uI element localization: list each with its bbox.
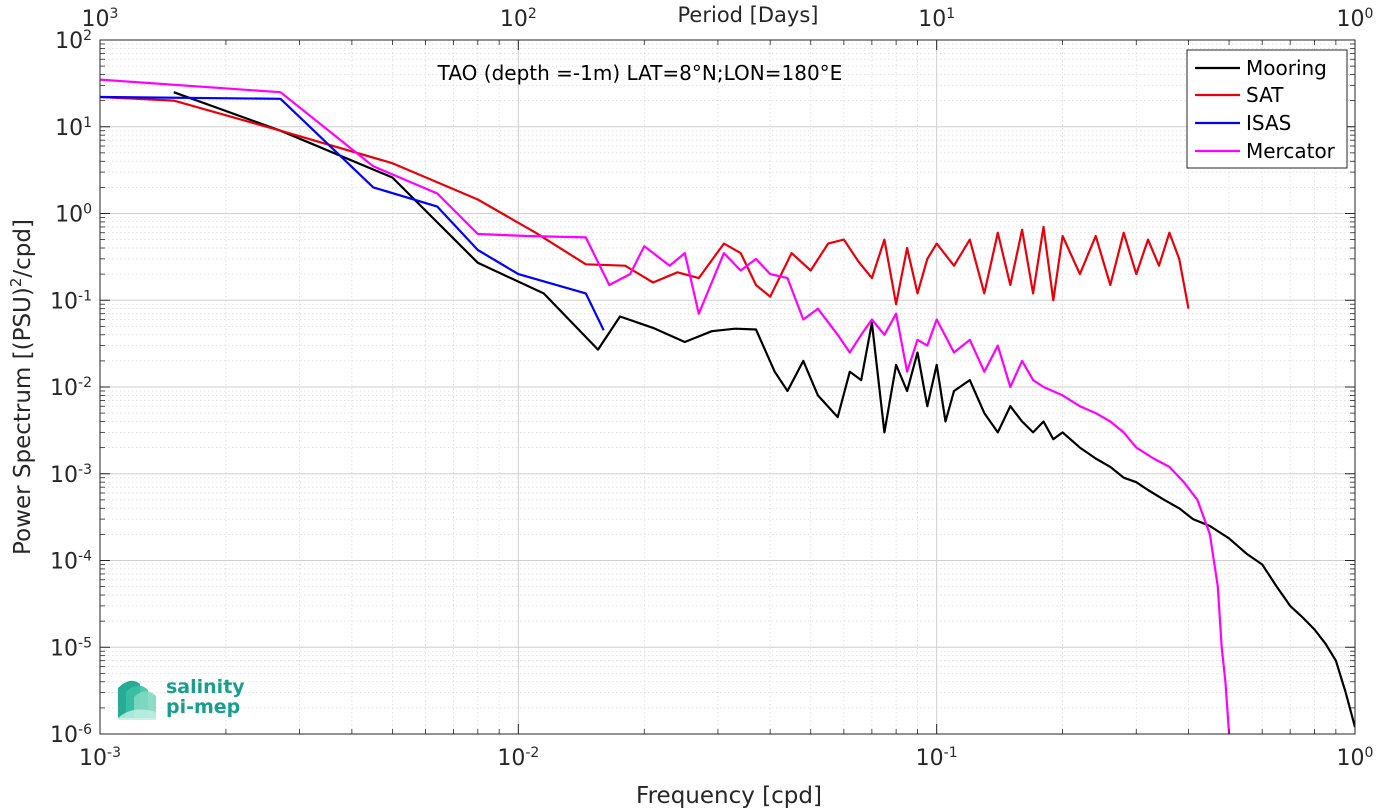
x2-tick-labels: 103 102 101 100 [82, 6, 1374, 32]
minor-grid [100, 40, 1355, 734]
x2-tick-label: 102 [500, 6, 537, 32]
legend-label-sat: SAT [1246, 83, 1284, 107]
y-tick-label: 101 [55, 115, 92, 141]
series-layer [100, 78, 1355, 734]
x-tick-label: 100 [1337, 745, 1374, 771]
x2-tick-label: 103 [82, 6, 119, 32]
legend-label-isas: ISAS [1246, 111, 1291, 135]
series-line-mooring [173, 91, 1355, 728]
y-tick-label: 10-1 [50, 288, 92, 314]
legend-label-mooring: Mooring [1246, 56, 1327, 80]
y-tick-label: 10-2 [50, 375, 92, 401]
x2-tick-label: 101 [918, 6, 955, 32]
logo-line-1: salinity [166, 676, 245, 698]
salinity-pimep-logo: salinity pi-mep [118, 676, 245, 720]
legend: Mooring SAT ISAS Mercator [1186, 49, 1348, 169]
y-tick-label: 10-4 [50, 549, 92, 575]
x-axis-label: Frequency [cpd] [636, 783, 822, 809]
series-line-mercator [100, 78, 1231, 734]
y-tick-label: 10-5 [50, 635, 92, 661]
x-tick-label: 10-3 [79, 745, 121, 771]
wave-logo-icon [118, 680, 156, 720]
tick-marks [99, 39, 1356, 735]
y-tick-labels: 102 101 100 10-1 10-2 10-3 10-4 10-5 10-6 [50, 28, 92, 748]
y-axis-label: Power Spectrum [(PSU)2/cpd] [7, 219, 36, 555]
x-tick-label: 10-1 [916, 745, 958, 771]
x-tick-labels: 10-3 10-2 10-1 100 [79, 745, 1373, 771]
series-line-isas [100, 95, 605, 331]
y-axis-label-end: /cpd] [10, 219, 36, 278]
legend-label-mercator: Mercator [1246, 139, 1336, 163]
y-tick-label: 102 [55, 28, 92, 54]
y-axis-label-main: Power Spectrum [(PSU) [10, 287, 36, 555]
legend-box [1186, 49, 1348, 169]
series-line-sat [100, 95, 1190, 309]
logo-line-2: pi-mep [166, 696, 240, 718]
y-tick-label: 10-3 [50, 462, 92, 488]
y-axis-label-sup: 2 [7, 278, 25, 288]
top-axis-label: Period [Days] [678, 3, 819, 27]
y-tick-label: 100 [55, 202, 92, 228]
y-tick-label: 10-6 [50, 722, 92, 748]
x-tick-label: 10-2 [497, 745, 539, 771]
chart-title: TAO (depth =-1m) LAT=8°N;LON=180°E [437, 61, 843, 85]
x2-tick-label: 100 [1337, 6, 1374, 32]
